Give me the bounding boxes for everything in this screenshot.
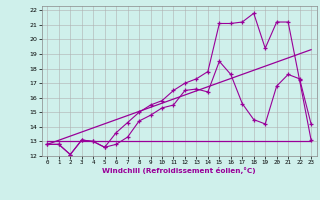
X-axis label: Windchill (Refroidissement éolien,°C): Windchill (Refroidissement éolien,°C) [102, 167, 256, 174]
